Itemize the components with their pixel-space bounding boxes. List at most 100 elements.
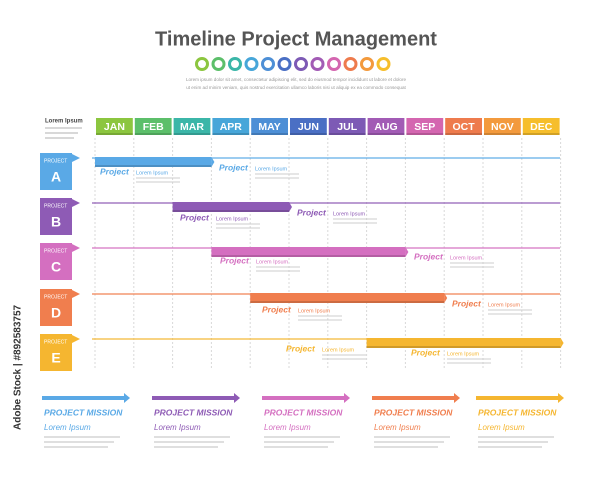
- month-shadow: [212, 133, 250, 135]
- mission-arrow-head: [124, 393, 130, 403]
- row-tag-label: PROJECT: [44, 294, 67, 300]
- dot: [277, 57, 292, 71]
- mission-title: PROJECT MISSION: [44, 407, 123, 417]
- row-tag: [40, 153, 72, 190]
- title: Timeline Project Management: [155, 28, 437, 50]
- row-tag: [40, 289, 72, 326]
- month-header: [134, 118, 172, 135]
- project-text: Lorem Ipsum: [256, 259, 289, 265]
- month-shadow: [290, 133, 327, 135]
- mission-arrow-head: [454, 393, 460, 403]
- project-label: Project: [220, 255, 250, 265]
- month-label: SEP: [414, 121, 435, 133]
- dot: [327, 57, 341, 71]
- project-label: Project: [414, 251, 444, 261]
- mission-title: PROJECT MISSION: [154, 407, 233, 417]
- month-header: [96, 118, 133, 135]
- gantt-bar: [211, 247, 406, 257]
- gantt-bar-end: [211, 157, 215, 167]
- month-label: MAY: [258, 121, 280, 133]
- subtitle: Lorem ipsum dolor sit amet, consectetur …: [186, 77, 407, 82]
- month-label: OCT: [453, 121, 476, 133]
- gantt-bar: [366, 338, 561, 348]
- gantt-bar-end: [560, 338, 564, 348]
- month-shadow: [484, 133, 521, 135]
- row-tag-label: PROJECT: [44, 248, 67, 254]
- row-letter: C: [51, 259, 61, 275]
- month-label: AUG: [374, 121, 397, 133]
- project-text: Lorem Ipsum: [216, 216, 249, 222]
- project-text: Lorem Ipsum: [447, 351, 480, 357]
- month-label: MAR: [180, 121, 204, 133]
- month-shadow: [522, 133, 560, 135]
- gantt-bar: [172, 202, 289, 212]
- month-header: [445, 118, 482, 135]
- row-tag-arrow: [72, 290, 80, 298]
- month-label: JUL: [337, 121, 357, 133]
- mission-arrow: [152, 396, 234, 400]
- dot: [360, 57, 374, 71]
- row-letter: A: [51, 169, 61, 185]
- mission-arrow-head: [234, 393, 240, 403]
- dot: [211, 57, 226, 71]
- gantt-bar-shadow: [211, 255, 406, 257]
- side-label: Lorem Ipsum: [45, 119, 83, 125]
- row-tag-label: PROJECT: [44, 158, 67, 164]
- row-letter: D: [51, 305, 61, 321]
- dot: [310, 57, 325, 71]
- row-tag-arrow: [72, 199, 80, 207]
- mission-title: PROJECT MISSION: [264, 407, 343, 417]
- mission-text: Lorem Ipsum: [478, 423, 525, 432]
- month-header: [212, 118, 250, 135]
- month-header: [406, 118, 444, 135]
- project-text: Lorem Ipsum: [322, 347, 355, 353]
- gantt-bar-shadow: [250, 301, 445, 303]
- row-tag-arrow: [72, 154, 80, 162]
- project-label: Project: [262, 304, 292, 314]
- row-tag: [40, 243, 72, 280]
- row-tag-label: PROJECT: [44, 339, 67, 345]
- month-shadow: [96, 133, 133, 135]
- mission-arrow-head: [344, 393, 350, 403]
- project-text: Lorem Ipsum: [136, 170, 169, 176]
- mission-text: Lorem Ipsum: [374, 423, 421, 432]
- month-header: [173, 118, 211, 135]
- gantt-bar-end: [444, 293, 448, 303]
- row-tag-arrow: [72, 335, 80, 343]
- subtitle: ut enim ad minim veniam, quis nostrud ex…: [186, 85, 406, 90]
- mission-arrow-head: [558, 393, 564, 403]
- gantt-bar-shadow: [366, 346, 561, 348]
- gantt-bar: [250, 293, 445, 303]
- row-tag: [40, 198, 72, 235]
- row-tag-arrow: [72, 244, 80, 252]
- row-tag-label: PROJECT: [44, 203, 67, 209]
- month-shadow: [173, 133, 211, 135]
- dot: [261, 57, 275, 71]
- month-shadow: [445, 133, 482, 135]
- mission-text: Lorem Ipsum: [154, 423, 201, 432]
- dot: [228, 57, 242, 71]
- project-text: Lorem Ipsum: [450, 255, 483, 261]
- month-shadow: [328, 133, 366, 135]
- dot: [244, 57, 259, 71]
- mission-text: Lorem Ipsum: [264, 423, 311, 432]
- project-text: Lorem Ipsum: [333, 211, 366, 217]
- month-header: [522, 118, 560, 135]
- gantt-bar-shadow: [172, 210, 289, 212]
- project-text: Lorem Ipsum: [255, 166, 288, 172]
- row-letter: B: [51, 214, 61, 230]
- month-shadow: [251, 133, 288, 135]
- mission-title: PROJECT MISSION: [478, 407, 557, 417]
- mission-arrow: [262, 396, 344, 400]
- project-label: Project: [219, 162, 249, 172]
- gantt-bar-end: [289, 202, 292, 212]
- dot: [294, 57, 308, 71]
- row-tag: [40, 334, 72, 371]
- month-header: [251, 118, 288, 135]
- row-letter: E: [51, 350, 60, 366]
- month-header: [328, 118, 366, 135]
- gantt-bar-end: [405, 247, 409, 257]
- month-label: DEC: [530, 121, 553, 133]
- project-text: Lorem Ipsum: [488, 302, 521, 308]
- project-label: Project: [297, 207, 327, 217]
